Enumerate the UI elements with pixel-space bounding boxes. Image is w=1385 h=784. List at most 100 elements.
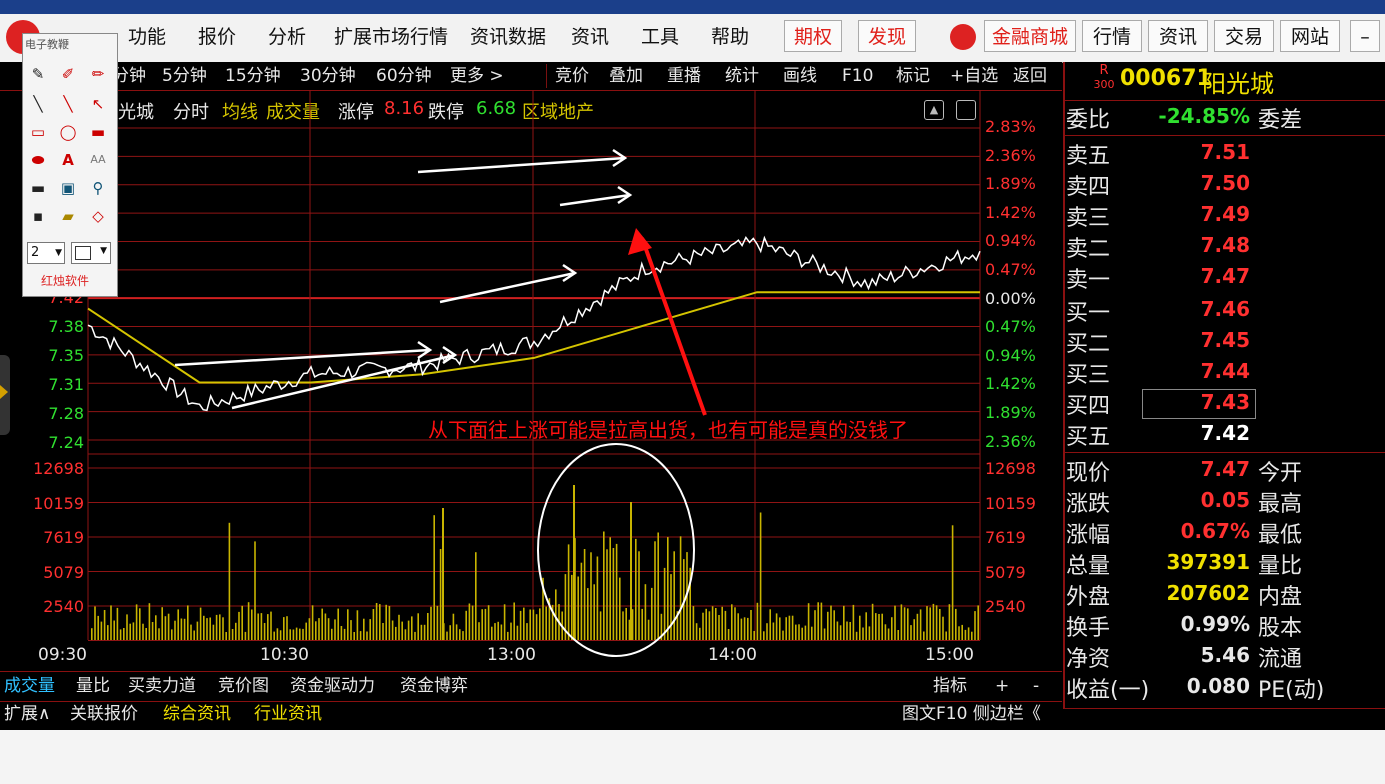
add-watchlist-button[interactable]: +自选	[950, 66, 999, 86]
eraser-icon[interactable]: ✎	[31, 65, 45, 83]
indicator-tab[interactable]: 竞价图	[218, 676, 269, 696]
volume-bar	[241, 605, 243, 640]
arrow-line-icon[interactable]: ↖	[91, 95, 105, 113]
volume-bar	[670, 574, 672, 640]
volume-bar	[356, 610, 359, 640]
bottom-tab[interactable]: 综合资讯	[163, 704, 231, 724]
menu-options-button[interactable]: 期权	[784, 20, 842, 52]
volume-bar	[487, 605, 490, 640]
color-select[interactable]: ▼	[71, 242, 111, 264]
line-width-select[interactable]: 2 ▼	[27, 242, 65, 264]
period-more[interactable]: 更多 >	[450, 66, 504, 86]
rect-filled-icon[interactable]: ▬	[90, 123, 106, 141]
stat-label: 收益(一)	[1066, 678, 1150, 703]
volume-bar	[164, 616, 167, 640]
period-1min[interactable]: 分钟	[112, 66, 146, 86]
bottom-tab[interactable]: 关联报价	[70, 704, 138, 724]
finance-mall-button[interactable]: 金融商城	[984, 20, 1076, 52]
rect-outline-icon[interactable]: ▭	[30, 123, 46, 141]
open-folder-icon[interactable]: ▰	[62, 207, 74, 225]
volume-bar	[619, 577, 621, 640]
volume-bar	[532, 609, 535, 640]
volume-bar	[222, 617, 224, 640]
period-15min[interactable]: 15分钟	[225, 66, 281, 86]
stat-label-2: 内盘	[1258, 585, 1303, 610]
volume-bar	[379, 604, 381, 640]
menu-item-info-data[interactable]: 资讯数据	[470, 26, 547, 48]
trade-button[interactable]: 交易	[1214, 20, 1274, 52]
annotation-white-arrowhead	[417, 340, 433, 360]
draw-line-button[interactable]: 画线	[783, 66, 817, 86]
stat-label-2: 最高	[1258, 492, 1303, 517]
clear-icon[interactable]: ◇	[92, 207, 104, 225]
f10-button[interactable]: F10	[842, 66, 874, 86]
menu-item-analysis[interactable]: 分析	[268, 26, 307, 48]
text-size-icon[interactable]: AA	[90, 153, 106, 166]
volume-bar	[100, 621, 103, 640]
volume-axis-right-label: 5079	[985, 562, 1026, 582]
ellipse-filled-icon[interactable]: ⬬	[31, 151, 45, 169]
screen-icon[interactable]: ▣	[60, 179, 76, 197]
indicator-tab[interactable]: 成交量	[4, 676, 55, 696]
market-button[interactable]: 行情	[1082, 20, 1142, 52]
volume-bar	[779, 617, 781, 640]
volume-bar	[193, 630, 195, 640]
minimize-button[interactable]: –	[1350, 20, 1380, 52]
indicator-tab[interactable]: 资金博弈	[400, 676, 468, 696]
news-button[interactable]: 资讯	[1148, 20, 1208, 52]
indicator-button[interactable]: 指标	[933, 676, 967, 696]
save-icon[interactable]: ▪	[32, 207, 44, 225]
volume-bar	[855, 631, 858, 640]
zoom-icon[interactable]: ⚲	[92, 179, 104, 197]
mark-button[interactable]: 标记	[896, 66, 930, 86]
buy-level-price: 7.46	[1200, 297, 1250, 321]
zoom-in-button[interactable]: +	[995, 676, 1010, 696]
chart-expand-icon[interactable]: ▲	[924, 100, 944, 120]
website-button[interactable]: 网站	[1280, 20, 1340, 52]
volume-bar	[494, 623, 496, 640]
indicator-tab[interactable]: 资金驱动力	[290, 676, 375, 696]
menu-item-info[interactable]: 资讯	[571, 26, 610, 48]
pencil-icon[interactable]: ╲	[33, 95, 43, 113]
volume-bar	[407, 620, 410, 640]
zoom-out-button[interactable]: -	[1033, 676, 1040, 696]
highlighter-icon[interactable]: ✏	[91, 65, 105, 83]
period-30min[interactable]: 30分钟	[300, 66, 356, 86]
bottom-tab[interactable]: 扩展∧	[4, 704, 51, 724]
back-button[interactable]: 返回	[1013, 66, 1047, 86]
menu-item-help[interactable]: 帮助	[711, 26, 750, 48]
menu-item-function[interactable]: 功能	[128, 26, 167, 48]
volume-bar	[951, 525, 954, 640]
volume-bar	[606, 549, 608, 640]
menu-item-quote[interactable]: 报价	[198, 26, 237, 48]
stock-code: 000671	[1120, 66, 1212, 91]
statistics-button[interactable]: 统计	[725, 66, 759, 86]
pen-icon[interactable]: ✐	[61, 65, 75, 83]
period-5min[interactable]: 5分钟	[162, 66, 207, 86]
volume-bar	[545, 606, 547, 640]
black-bar-icon[interactable]: ▬	[30, 179, 46, 197]
chart-restore-icon[interactable]	[956, 100, 976, 120]
line-icon[interactable]: ╲	[63, 95, 73, 113]
overlay-button[interactable]: 叠加	[609, 66, 643, 86]
volume-bar	[423, 624, 426, 640]
ellipse-outline-icon[interactable]: ◯	[59, 123, 77, 141]
bottom-tab[interactable]: 行业资讯	[254, 704, 322, 724]
volume-bar	[689, 567, 691, 640]
volume-bar	[916, 613, 919, 640]
menu-item-tools[interactable]: 工具	[641, 26, 680, 48]
indicator-tab[interactable]: 买卖力道	[128, 676, 196, 696]
volume-highlight-circle	[537, 443, 695, 657]
indicator-tab[interactable]: 量比	[76, 676, 110, 696]
menu-discover-button[interactable]: 发现	[858, 20, 916, 52]
text-tool-icon[interactable]: A	[62, 151, 74, 169]
stat-value: 5.46	[1200, 643, 1250, 667]
volume-bar	[414, 631, 416, 640]
volume-bar	[417, 613, 419, 640]
auction-button[interactable]: 竞价	[555, 66, 589, 86]
period-60min[interactable]: 60分钟	[376, 66, 432, 86]
menu-item-ext-market[interactable]: 扩展市场行情	[334, 26, 449, 48]
f10-sidebar-toggle[interactable]: 图文F10 侧边栏《	[902, 704, 1041, 724]
volume-bar	[475, 552, 477, 640]
replay-button[interactable]: 重播	[667, 66, 701, 86]
